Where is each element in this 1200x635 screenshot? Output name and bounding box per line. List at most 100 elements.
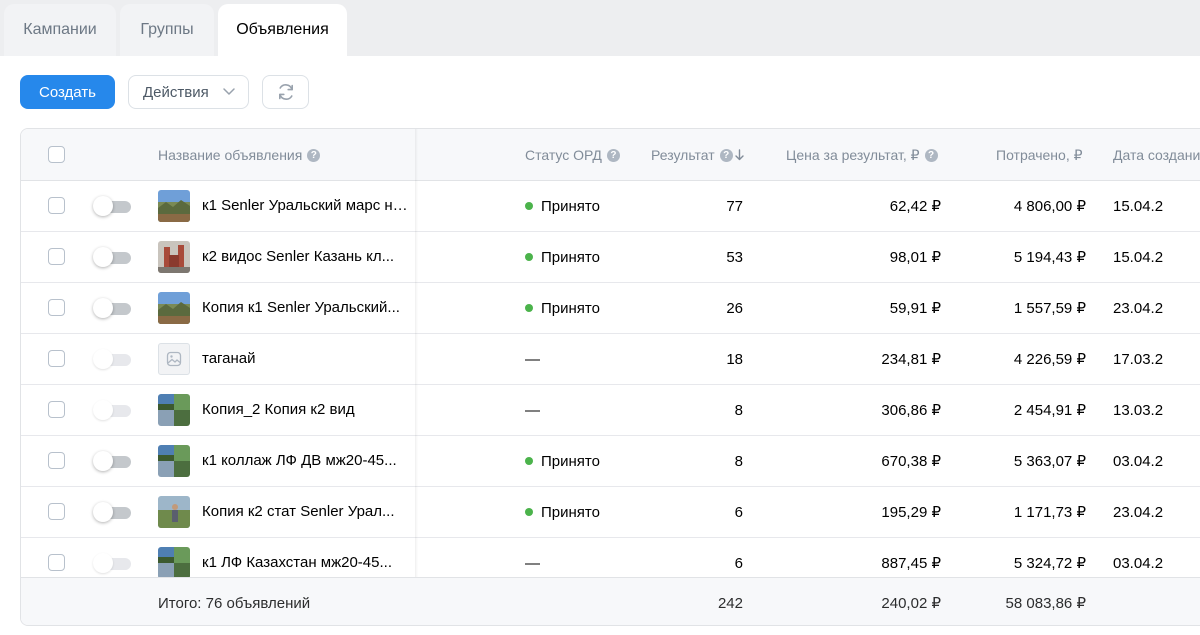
sticky-column-shadow — [415, 129, 418, 577]
row-checkbox[interactable] — [48, 197, 65, 214]
ad-name-link[interactable]: таганай — [202, 350, 256, 367]
price-value: 306,86 ₽ — [881, 402, 941, 419]
ad-status-toggle[interactable] — [93, 349, 131, 369]
ad-thumbnail[interactable] — [158, 547, 190, 579]
ad-thumbnail[interactable] — [158, 292, 190, 324]
table-row[interactable]: к1 коллаж ЛФ ДВ мж20-45... Принято 8 670,38… — [21, 436, 1200, 487]
actions-label: Действия — [143, 83, 209, 101]
help-icon[interactable]: ? — [719, 148, 733, 162]
status-dot — [525, 304, 533, 312]
row-checkbox[interactable] — [48, 401, 65, 418]
status-dot — [525, 253, 533, 261]
table-footer: Итого: 76 объявлений 242 240,02 ₽ 58 083… — [21, 577, 1200, 625]
created-date: 15.04.2 — [1113, 197, 1164, 215]
ad-thumbnail[interactable] — [158, 241, 190, 273]
column-header-ord[interactable]: Статус ОРД? — [525, 129, 620, 181]
ord-status: Принято — [525, 436, 600, 486]
table-row[interactable]: Копия_2 Копия к2 вид — 8 306,86 ₽ 2 454,91 ₽… — [21, 385, 1200, 436]
result-value: 8 — [734, 401, 743, 419]
refresh-button[interactable] — [262, 75, 309, 109]
help-icon[interactable]: ? — [307, 148, 321, 162]
column-header-price[interactable]: Цена за результат, ₽? — [786, 129, 938, 181]
ad-name-link[interactable]: Копия_2 Копия к2 вид — [202, 401, 355, 418]
help-icon[interactable]: ? — [924, 148, 938, 162]
created-date: 15.04.2 — [1113, 248, 1164, 266]
ad-status-toggle[interactable] — [93, 298, 131, 318]
tab-groups[interactable]: Группы — [120, 4, 214, 56]
row-checkbox[interactable] — [48, 503, 65, 520]
price-value: 670,38 ₽ — [881, 453, 941, 470]
actions-dropdown[interactable]: Действия — [128, 75, 249, 109]
ad-status-toggle[interactable] — [93, 400, 131, 420]
price-value: 59,91 ₽ — [889, 300, 941, 317]
row-checkbox[interactable] — [48, 299, 65, 316]
result-value: 6 — [734, 554, 743, 572]
sort-down-icon — [734, 149, 744, 161]
row-checkbox[interactable] — [48, 554, 65, 571]
ad-name-link[interactable]: к1 Senler Уральский марс на Таганае — [202, 197, 412, 214]
status-dot — [525, 202, 533, 210]
ad-name-link[interactable]: к1 коллаж ЛФ ДВ мж20-45... — [202, 452, 397, 469]
created-date: 03.04.2 — [1113, 554, 1164, 572]
result-value: 8 — [734, 452, 743, 470]
result-value: 53 — [726, 248, 743, 266]
tab-ads[interactable]: Объявления — [218, 4, 347, 56]
created-date: 13.03.2 — [1113, 401, 1164, 419]
table-row[interactable]: к1 Senler Уральский марс на Таганае Приня… — [21, 181, 1200, 232]
ad-status-toggle[interactable] — [93, 451, 131, 471]
result-value: 18 — [726, 350, 743, 368]
total-price: 240,02 ₽ — [881, 595, 941, 612]
refresh-icon — [278, 84, 293, 100]
price-value: 62,42 ₽ — [889, 198, 941, 215]
ad-status-toggle[interactable] — [93, 247, 131, 267]
ad-thumbnail[interactable] — [158, 445, 190, 477]
spent-value: 2 454,91 ₽ — [1013, 402, 1086, 419]
column-spent-label: Потрачено, ₽ — [996, 146, 1083, 163]
table-header: Название объявления? Статус ОРД? Результ… — [21, 129, 1200, 181]
total-spent: 58 083,86 ₽ — [1005, 595, 1086, 612]
ad-status-toggle[interactable] — [93, 196, 131, 216]
column-header-spent[interactable]: Потрачено, ₽ — [996, 129, 1083, 181]
create-button[interactable]: Создать — [20, 75, 115, 109]
spent-value: 5 194,43 ₽ — [1013, 249, 1086, 266]
price-value: 98,01 ₽ — [889, 249, 941, 266]
column-header-name[interactable]: Название объявления? — [158, 129, 321, 181]
ad-name-link[interactable]: Копия к1 Senler Уральский... — [202, 299, 400, 316]
ord-status: — — [525, 538, 540, 588]
column-header-date[interactable]: Дата создани — [1113, 129, 1200, 181]
table-row[interactable]: таганай — 18 234,81 ₽ 4 226,59 ₽ 17.03.2 — [21, 334, 1200, 385]
status-dot — [525, 508, 533, 516]
ad-name-link[interactable]: Копия к2 стат Senler Урал... — [202, 503, 395, 520]
column-header-result[interactable]: Результат? — [651, 129, 744, 181]
column-ord-label: Статус ОРД — [525, 147, 602, 163]
help-icon[interactable]: ? — [606, 148, 620, 162]
row-checkbox[interactable] — [48, 350, 65, 367]
ord-status-label: — — [525, 401, 540, 419]
ad-name-link[interactable]: к2 видос Senler Казань кл... — [202, 248, 395, 265]
row-checkbox[interactable] — [48, 248, 65, 265]
ord-status-label: Принято — [541, 452, 600, 470]
ord-status: Принято — [525, 283, 600, 333]
ad-status-toggle[interactable] — [93, 502, 131, 522]
row-checkbox[interactable] — [48, 452, 65, 469]
table-row[interactable]: Копия к2 стат Senler Урал... Принято 6 195,… — [21, 487, 1200, 538]
total-label: Итого: 76 объявлений — [158, 594, 311, 612]
ord-status-label: — — [525, 554, 540, 572]
ord-status-label: Принято — [541, 299, 600, 317]
ord-status-label: — — [525, 350, 540, 368]
spent-value: 4 806,00 ₽ — [1013, 198, 1086, 215]
ad-thumbnail[interactable] — [158, 190, 190, 222]
ord-status: — — [525, 385, 540, 435]
ads-panel: Создать Действия Название объявления? Ст… — [0, 56, 1200, 635]
select-all-checkbox[interactable] — [48, 146, 65, 163]
tab-campaigns[interactable]: Кампании — [4, 4, 116, 56]
spent-value: 1 557,59 ₽ — [1013, 300, 1086, 317]
ord-status: Принято — [525, 181, 600, 231]
ads-table: Название объявления? Статус ОРД? Результ… — [20, 128, 1200, 626]
table-row[interactable]: к2 видос Senler Казань кл... Принято 53 98,… — [21, 232, 1200, 283]
ad-status-toggle[interactable] — [93, 553, 131, 573]
ad-thumbnail[interactable] — [158, 496, 190, 528]
ad-thumbnail[interactable] — [158, 394, 190, 426]
ord-status-label: Принято — [541, 248, 600, 266]
table-row[interactable]: Копия к1 Senler Уральский... Принято 26 59,… — [21, 283, 1200, 334]
